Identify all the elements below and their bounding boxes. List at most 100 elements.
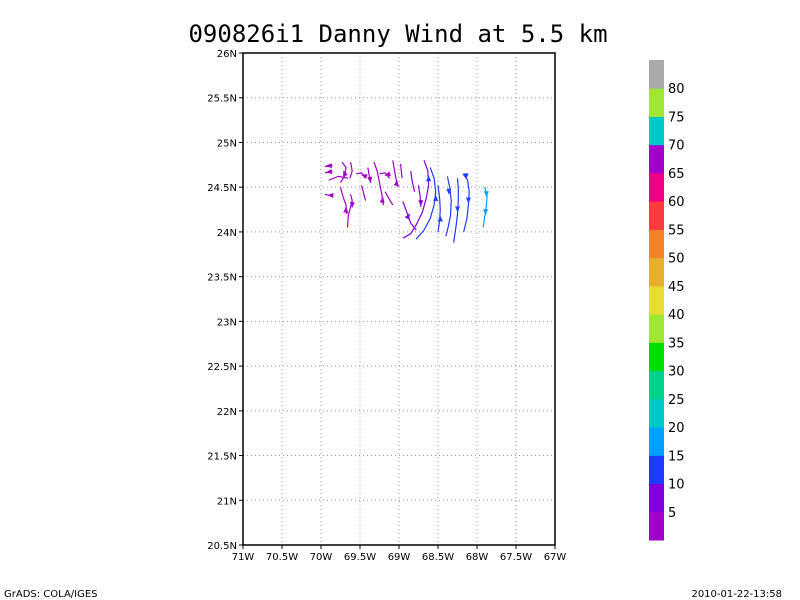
colorbar-label: 55 [668, 223, 685, 238]
y-tick-label: 24.5N [207, 183, 237, 194]
chart-title: 090826i1 Danny Wind at 5.5 km [188, 20, 607, 48]
streamline [415, 167, 437, 240]
streamline [445, 176, 452, 237]
colorbar-label: 70 [668, 139, 685, 154]
y-tick-label: 26N [217, 49, 237, 60]
grid [243, 53, 555, 545]
colorbar-label: 25 [668, 393, 685, 408]
wind-arrowhead [343, 206, 349, 213]
colorbar-segment [649, 342, 664, 372]
wind-arrowhead [483, 191, 489, 198]
footer-credit: GrADS: COLA/IGES [4, 589, 98, 600]
wind-arrowhead [349, 202, 355, 209]
streamline [437, 185, 441, 232]
x-tick-label: 70.5W [266, 552, 298, 563]
y-tick-label: 22N [217, 407, 237, 418]
streamline [328, 175, 349, 181]
plot-frame [242, 52, 556, 546]
x-axis: 71W 70.5W 70W 69.5W 69W 68.5W 68W 67.5W 67W [232, 545, 567, 563]
streamlines [324, 160, 489, 243]
wind-arrowhead [437, 215, 443, 222]
x-tick-label: 67.5W [500, 552, 532, 563]
streamline [373, 161, 384, 206]
colorbar-label: 5 [668, 506, 676, 521]
colorbar-label: 10 [668, 478, 685, 493]
colorbar-segment [649, 60, 664, 89]
wind-arrowhead [483, 209, 489, 216]
streamline [339, 161, 347, 184]
y-tick-label: 23.5N [207, 273, 237, 284]
colorbar-label: 60 [668, 195, 685, 210]
footer-timestamp: 2010-01-22-13:58 [691, 589, 782, 600]
colorbar: 5 10 15 20 25 30 35 40 45 50 55 60 65 70 75 80 [649, 60, 685, 541]
colorbar-label: 50 [668, 252, 685, 267]
wind-arrowhead [426, 175, 432, 182]
wind-arrowhead [446, 188, 452, 195]
y-tick-label: 21N [217, 496, 237, 507]
streamline [402, 160, 430, 239]
colorbar-segment [649, 370, 664, 400]
streamline [410, 171, 416, 192]
wind-arrowhead [465, 197, 471, 204]
wind-arrowhead [433, 194, 439, 201]
y-tick-label: 24N [217, 228, 237, 239]
colorbar-segment [649, 229, 664, 259]
wind-arrowhead [325, 163, 332, 169]
colorbar-label: 45 [668, 280, 685, 295]
y-tick-label: 23N [217, 317, 237, 328]
colorbar-label: 20 [668, 421, 685, 436]
wind-arrowhead [418, 200, 424, 207]
y-tick-label: 22.5N [207, 362, 237, 373]
y-tick-label: 25.5N [207, 94, 237, 105]
wind-arrowhead [463, 173, 469, 180]
streamline [379, 172, 391, 179]
wind-arrowhead [343, 170, 348, 177]
colorbar-label: 40 [668, 308, 685, 323]
colorbar-segment [649, 144, 664, 174]
colorbar-label: 30 [668, 365, 685, 380]
colorbar-segment [649, 201, 664, 230]
x-tick-label: 70W [310, 552, 333, 563]
colorbar-label: 75 [668, 110, 685, 125]
wind-arrowhead [361, 174, 368, 179]
wind-arrowhead [367, 176, 373, 183]
colorbar-segment [649, 511, 664, 541]
wind-arrowhead [379, 196, 385, 204]
colorbar-label: 65 [668, 167, 685, 182]
wind-arrowhead [393, 179, 399, 187]
wind-arrowhead [404, 213, 410, 220]
streamline [361, 185, 367, 201]
x-tick-label: 69.5W [344, 552, 376, 563]
colorbar-segment [649, 483, 664, 513]
colorbar-label: 35 [668, 336, 685, 351]
x-tick-label: 71W [232, 552, 255, 563]
wind-arrowhead [384, 171, 391, 177]
y-tick-label: 20.5N [207, 541, 237, 552]
streamline [384, 191, 394, 206]
colorbar-segment [649, 314, 664, 343]
streamline [400, 163, 403, 179]
colorbar-segment [649, 88, 664, 117]
wind-arrowhead [325, 169, 333, 174]
colorbar-label: 15 [668, 449, 685, 464]
colorbar-label: 80 [668, 82, 685, 97]
x-tick-label: 69W [388, 552, 411, 563]
wind-arrowhead [455, 206, 460, 213]
colorbar-segment [649, 285, 664, 315]
colorbar-segment [649, 398, 664, 428]
y-axis: 20.5N 21N 21.5N 22N 22.5N 23N 23.5N 24N 24.5N 25N… [207, 49, 243, 552]
colorbar-segment [649, 427, 664, 456]
colorbar-segment [649, 257, 664, 287]
streamline [349, 161, 353, 179]
x-tick-label: 68W [466, 552, 489, 563]
wind-arrowhead [327, 192, 334, 198]
x-tick-label: 68.5W [422, 552, 454, 563]
streamline [346, 194, 353, 228]
colorbar-segment [649, 455, 664, 485]
colorbar-segment [649, 116, 664, 146]
y-tick-label: 21.5N [207, 452, 237, 463]
y-tick-label: 25N [217, 138, 237, 149]
colorbar-segment [649, 172, 664, 202]
x-tick-label: 67W [544, 552, 567, 563]
